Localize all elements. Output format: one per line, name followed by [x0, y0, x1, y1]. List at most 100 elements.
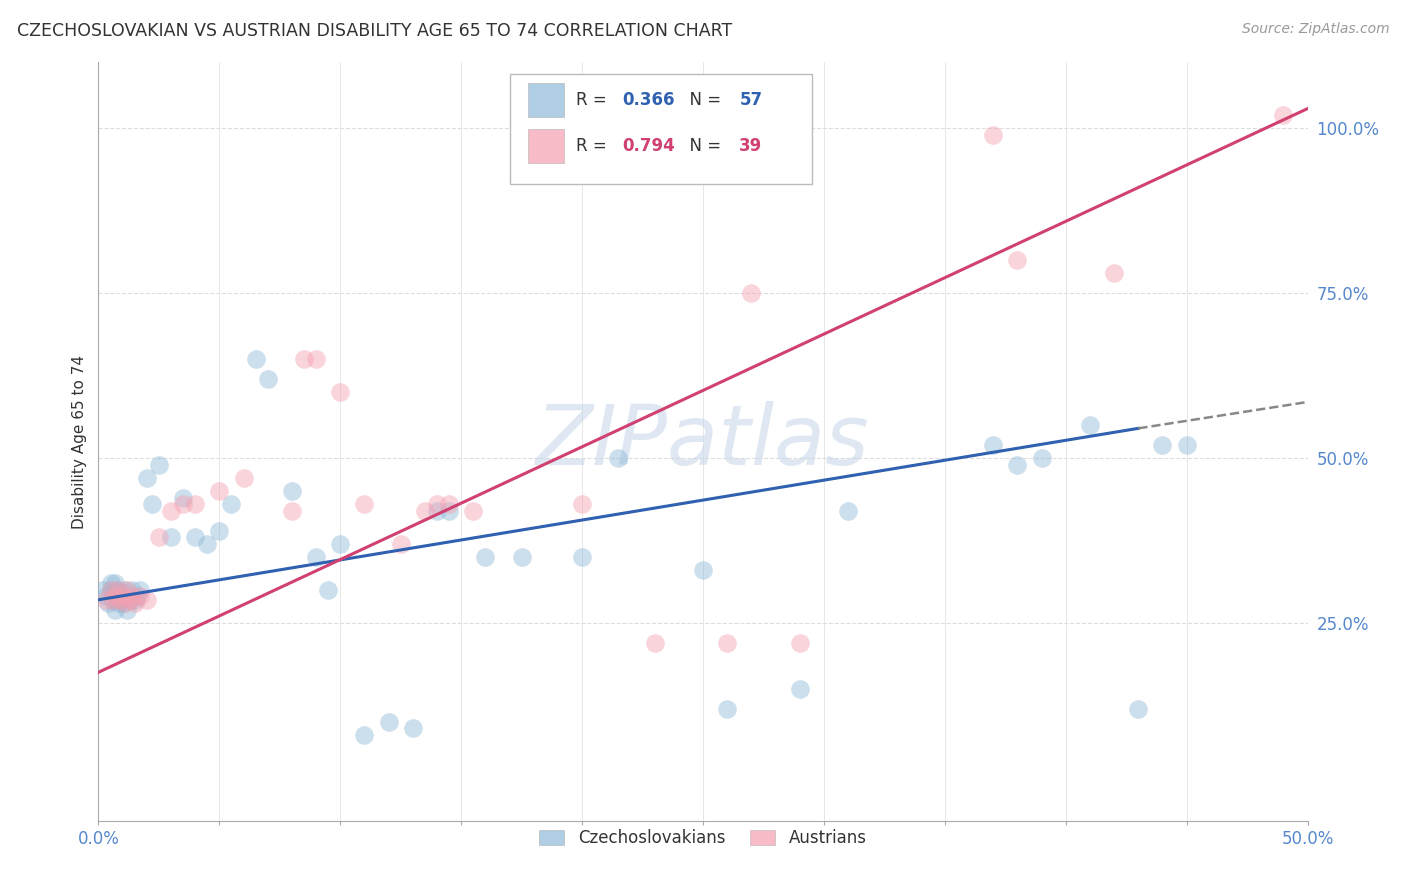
- Text: N =: N =: [679, 136, 725, 155]
- Text: R =: R =: [576, 136, 612, 155]
- Point: [148, 458, 170, 472]
- Point: [837, 504, 859, 518]
- Point: [117, 602, 139, 616]
- Point: [716, 635, 738, 649]
- Point: [100, 582, 122, 597]
- Point: [101, 592, 124, 607]
- Point: [104, 576, 127, 591]
- Point: [1128, 701, 1150, 715]
- Point: [981, 128, 1004, 142]
- Point: [148, 530, 170, 544]
- Point: [208, 483, 231, 498]
- Point: [107, 582, 129, 597]
- Point: [141, 497, 163, 511]
- Text: 39: 39: [740, 136, 762, 155]
- Point: [256, 372, 278, 386]
- Point: [107, 596, 129, 610]
- Point: [281, 504, 304, 518]
- Point: [316, 582, 339, 597]
- Point: [413, 504, 436, 518]
- Point: [160, 504, 183, 518]
- Text: Source: ZipAtlas.com: Source: ZipAtlas.com: [1241, 22, 1389, 37]
- Point: [121, 582, 143, 597]
- Point: [128, 590, 150, 604]
- Text: 57: 57: [740, 91, 762, 110]
- Point: [208, 524, 231, 538]
- Point: [94, 592, 117, 607]
- Point: [124, 596, 146, 610]
- Point: [118, 592, 141, 607]
- Point: [571, 497, 593, 511]
- Point: [111, 590, 134, 604]
- Point: [91, 582, 114, 597]
- Point: [426, 504, 449, 518]
- Point: [118, 592, 141, 607]
- Y-axis label: Disability Age 65 to 74: Disability Age 65 to 74: [72, 354, 87, 529]
- Point: [981, 438, 1004, 452]
- Point: [305, 549, 328, 564]
- Point: [160, 530, 183, 544]
- Text: R =: R =: [576, 91, 612, 110]
- Point: [402, 722, 425, 736]
- Point: [101, 586, 124, 600]
- Legend: Czechoslovakians, Austrians: Czechoslovakians, Austrians: [533, 822, 873, 854]
- Text: 0.366: 0.366: [621, 91, 675, 110]
- Point: [692, 563, 714, 577]
- Point: [789, 681, 811, 696]
- Point: [232, 471, 254, 485]
- Point: [111, 586, 134, 600]
- Point: [437, 497, 460, 511]
- Point: [97, 596, 120, 610]
- Point: [789, 635, 811, 649]
- Point: [1102, 267, 1125, 281]
- Point: [389, 537, 412, 551]
- Point: [353, 497, 375, 511]
- Point: [114, 596, 136, 610]
- Point: [108, 592, 131, 607]
- Point: [353, 728, 375, 742]
- Point: [245, 352, 267, 367]
- Point: [108, 592, 131, 607]
- Point: [463, 504, 485, 518]
- Point: [1078, 418, 1101, 433]
- Point: [644, 635, 666, 649]
- Point: [329, 385, 352, 400]
- Point: [1175, 438, 1198, 452]
- Point: [607, 450, 630, 465]
- Point: [195, 537, 218, 551]
- Point: [94, 590, 117, 604]
- Point: [1007, 253, 1029, 268]
- Bar: [527, 128, 564, 163]
- FancyBboxPatch shape: [509, 74, 811, 184]
- Point: [127, 590, 149, 604]
- Point: [571, 549, 593, 564]
- Bar: [527, 83, 564, 118]
- Point: [100, 576, 122, 591]
- Point: [305, 352, 328, 367]
- Point: [1031, 450, 1053, 465]
- Point: [184, 530, 207, 544]
- Text: ZIPatlas: ZIPatlas: [536, 401, 870, 482]
- Point: [377, 714, 399, 729]
- Point: [292, 352, 315, 367]
- Point: [1007, 458, 1029, 472]
- Point: [114, 582, 136, 597]
- Point: [740, 286, 762, 301]
- Point: [1272, 108, 1295, 122]
- Point: [124, 592, 146, 607]
- Point: [128, 582, 150, 597]
- Point: [437, 504, 460, 518]
- Point: [121, 590, 143, 604]
- Point: [117, 582, 139, 597]
- Text: 0.794: 0.794: [621, 136, 675, 155]
- Point: [1152, 438, 1174, 452]
- Point: [474, 549, 496, 564]
- Point: [104, 590, 127, 604]
- Point: [135, 592, 157, 607]
- Point: [172, 491, 194, 505]
- Point: [716, 701, 738, 715]
- Point: [510, 549, 533, 564]
- Point: [104, 602, 127, 616]
- Point: [281, 483, 304, 498]
- Point: [172, 497, 194, 511]
